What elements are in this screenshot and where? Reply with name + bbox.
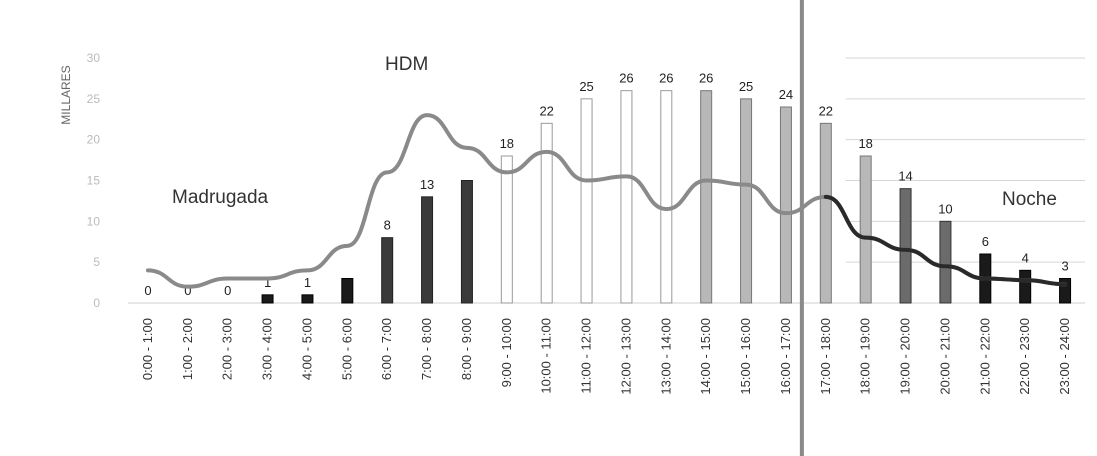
bar-value-label: 8 xyxy=(384,218,391,233)
x-tick-label: 1:00 - 2:00 xyxy=(180,318,195,380)
bar-value-label: 0 xyxy=(224,283,231,298)
bar xyxy=(381,237,394,304)
x-tick-label: 8:00 - 9:00 xyxy=(459,318,474,380)
bar-value-label: 13 xyxy=(420,177,434,192)
bar xyxy=(939,220,952,304)
y-axis-ticks: 0 5 10 15 20 25 30 xyxy=(87,51,101,310)
bar-value-label: 10 xyxy=(938,201,952,216)
x-tick-label: 2:00 - 3:00 xyxy=(220,318,235,380)
y-tick-label: 20 xyxy=(87,133,101,147)
y-tick-label: 0 xyxy=(93,296,100,310)
x-tick-label: 10:00 - 11:00 xyxy=(539,318,554,394)
bar-value-label: 1 xyxy=(304,275,311,290)
bar-value-label: 18 xyxy=(858,136,872,151)
x-tick-label: 3:00 - 4:00 xyxy=(260,318,275,380)
bar xyxy=(1059,278,1072,304)
bar xyxy=(740,98,753,304)
y-tick-label: 25 xyxy=(87,92,101,106)
trend-line-night xyxy=(823,194,1068,287)
bar-value-label: 14 xyxy=(898,169,912,184)
y-axis-label: MILLARES xyxy=(59,65,73,124)
bar xyxy=(859,155,872,304)
x-tick-label: 15:00 - 16:00 xyxy=(738,318,753,395)
bar-value-label: 26 xyxy=(659,71,673,86)
x-tick-label: 11:00 - 12:00 xyxy=(579,318,594,394)
x-tick-label: 17:00 - 18:00 xyxy=(818,318,833,395)
bar xyxy=(341,278,354,304)
x-tick-label: 12:00 - 13:00 xyxy=(618,318,633,395)
x-tick-label: 7:00 - 8:00 xyxy=(419,318,434,380)
x-tick-label: 4:00 - 5:00 xyxy=(299,318,314,380)
bar xyxy=(460,180,473,304)
x-tick-label: 23:00 - 24:00 xyxy=(1057,318,1072,395)
bar xyxy=(819,122,832,304)
bar-value-label: 1 xyxy=(264,275,271,290)
bar xyxy=(620,90,633,304)
annotation-madrugada: Madrugada xyxy=(172,187,269,208)
x-tick-label: 9:00 - 10:00 xyxy=(499,318,514,387)
bar-value-label: 6 xyxy=(982,234,989,249)
bar-value-label: 18 xyxy=(500,136,514,151)
bars-group xyxy=(261,90,1072,304)
bar xyxy=(580,98,593,304)
x-tick-label: 22:00 - 23:00 xyxy=(1017,318,1032,395)
y-tick-label: 30 xyxy=(87,51,101,65)
y-tick-label: 5 xyxy=(93,255,100,269)
bar-value-label: 3 xyxy=(1061,259,1068,274)
bar xyxy=(500,155,513,304)
x-tick-label: 19:00 - 20:00 xyxy=(898,318,913,395)
bar-value-label: 25 xyxy=(579,79,593,94)
bar-value-label: 24 xyxy=(779,87,793,102)
bar xyxy=(899,188,912,304)
bar-value-label: 22 xyxy=(819,103,833,118)
bar-value-label: 22 xyxy=(539,103,553,118)
bar xyxy=(700,90,713,304)
bar xyxy=(779,106,792,304)
y-tick-label: 15 xyxy=(87,174,101,188)
bar xyxy=(660,90,673,304)
x-tick-label: 21:00 - 22:00 xyxy=(977,318,992,395)
x-tick-label: 16:00 - 17:00 xyxy=(778,318,793,395)
bar xyxy=(1019,269,1032,304)
bar xyxy=(540,122,553,304)
bar-value-label: 25 xyxy=(739,79,753,94)
x-tick-label: 5:00 - 6:00 xyxy=(339,318,354,380)
gridlines xyxy=(128,57,1085,304)
bar-value-label: 4 xyxy=(1022,250,1029,265)
bar xyxy=(301,294,314,304)
x-tick-label: 20:00 - 21:00 xyxy=(937,318,952,395)
annotation-hdm: HDM xyxy=(385,54,428,75)
x-tick-label: 18:00 - 19:00 xyxy=(858,318,873,395)
y-tick-label: 10 xyxy=(87,214,101,228)
bar-value-label: 0 xyxy=(184,283,191,298)
x-axis-ticks: 0:00 - 1:00 1:00 - 2:00 2:00 - 3:00 3:00 - … xyxy=(140,318,1072,395)
x-tick-label: 0:00 - 1:00 xyxy=(140,318,155,380)
bar-value-label: 26 xyxy=(699,71,713,86)
bar-value-label: 26 xyxy=(619,71,633,86)
bar xyxy=(421,196,434,304)
bar xyxy=(261,294,274,304)
annotation-noche: Noche xyxy=(1002,189,1057,210)
x-tick-label: 14:00 - 15:00 xyxy=(698,318,713,395)
x-tick-label: 6:00 - 7:00 xyxy=(379,318,394,380)
bar-value-label: 0 xyxy=(144,283,151,298)
x-tick-label: 13:00 - 14:00 xyxy=(658,318,673,395)
